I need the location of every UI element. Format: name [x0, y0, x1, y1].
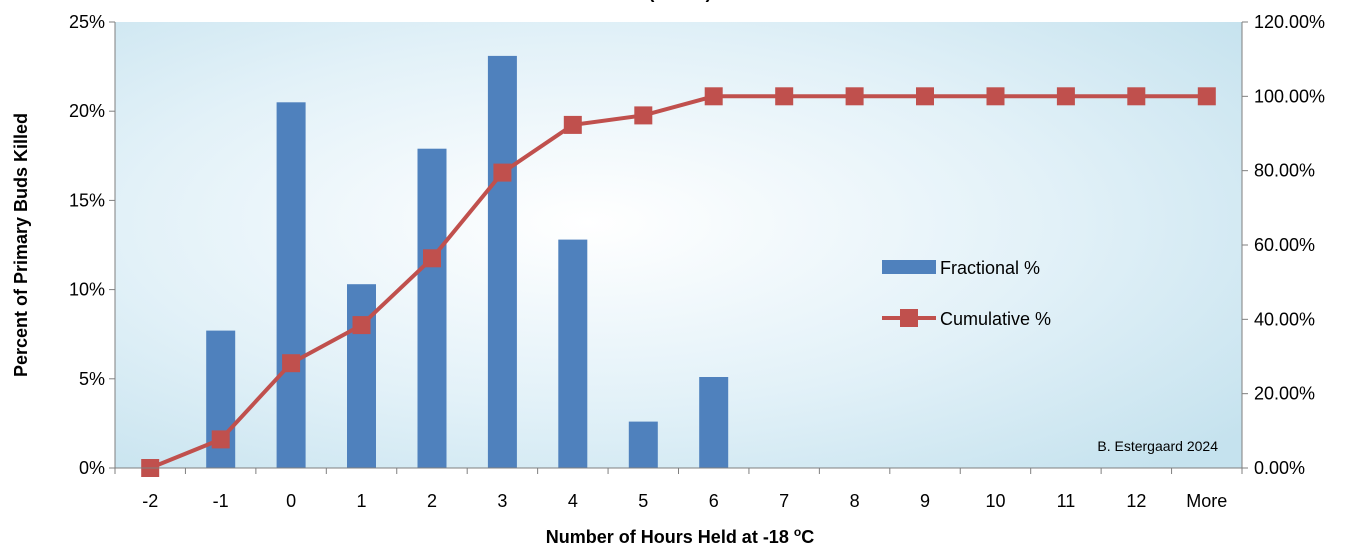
- x-tick-label: 11: [1057, 491, 1076, 511]
- right-tick-label: 120.00%: [1254, 12, 1325, 32]
- right-tick-label: 20.00%: [1254, 384, 1315, 404]
- cumulative-point-3: [493, 163, 512, 182]
- cumulative-line: [149, 94, 1207, 470]
- bar-1: [347, 284, 376, 468]
- bar-0: [276, 102, 306, 469]
- cumulative-point-11: [1056, 87, 1075, 106]
- right-tick-label: 100.00%: [1254, 86, 1325, 106]
- cumulative-point--1: [211, 430, 230, 449]
- bar-5: [628, 421, 658, 468]
- left-tick-label: 20%: [69, 101, 105, 121]
- x-tick-label: More: [1186, 491, 1227, 511]
- left-tick-label: 10%: [69, 280, 105, 300]
- x-tick-label: 7: [779, 491, 789, 511]
- legend: Fractional % Cumulative %: [882, 258, 1051, 329]
- bar-6: [699, 377, 729, 468]
- x-tick-label: 8: [850, 491, 860, 511]
- x-tick-label: 0: [286, 491, 296, 511]
- x-tick-label: 12: [1126, 491, 1146, 511]
- x-tick-label: 2: [427, 491, 437, 511]
- x-axis-ticks: -2 -1 0 1 2 3 4 5 6 7 8 9 10 11 12 More: [114, 468, 1243, 511]
- left-tick-label: 0%: [79, 458, 105, 478]
- cumulative-point-7: [775, 87, 794, 106]
- right-tick-label: 40.00%: [1254, 309, 1315, 329]
- cumulative-point-12: [1127, 87, 1146, 106]
- cumulative-point-4: [563, 115, 582, 134]
- legend-label-fractional: Fractional %: [940, 258, 1040, 278]
- x-tick-label: 6: [709, 491, 719, 511]
- right-tick-label: 80.00%: [1254, 161, 1315, 181]
- x-tick-label: 3: [497, 491, 507, 511]
- credit-annotation: B. Estergaard 2024: [1097, 438, 1218, 454]
- x-tick-label: -2: [142, 491, 158, 511]
- cumulative-point-0: [282, 354, 301, 373]
- legend-bar-swatch: [882, 260, 936, 274]
- x-tick-label: 1: [357, 491, 367, 511]
- bar-3: [487, 55, 517, 469]
- cumulative-point-5: [634, 106, 653, 125]
- bar-4: [558, 239, 588, 468]
- cumulative-point-6: [704, 87, 723, 106]
- cumulative-line-layer: [141, 87, 1216, 477]
- left-tick-label: 15%: [69, 190, 105, 210]
- cumulative-point-8: [845, 87, 864, 106]
- cumulative-point-1: [352, 316, 371, 335]
- x-tick-label: 9: [920, 491, 930, 511]
- bar-2: [417, 148, 447, 468]
- right-tick-label: 0.00%: [1254, 458, 1305, 478]
- x-axis-title: Number of Hours Held at -18 oC: [546, 525, 814, 547]
- chart-title: (-18 oC): [648, 0, 711, 2]
- right-tick-label: 60.00%: [1254, 235, 1315, 255]
- left-tick-label: 5%: [79, 369, 105, 389]
- x-tick-label: -1: [213, 491, 229, 511]
- legend-marker-swatch: [900, 309, 918, 327]
- cumulative-point-9: [916, 87, 934, 106]
- x-tick-label: 10: [985, 491, 1005, 511]
- legend-label-cumulative: Cumulative %: [940, 309, 1051, 329]
- y-axis-title: Percent of Primary Buds Killed: [11, 113, 31, 377]
- x-tick-label: 5: [638, 491, 648, 511]
- cumulative-point-10: [986, 87, 1005, 106]
- x-tick-label: 4: [568, 491, 578, 511]
- left-tick-label: 25%: [69, 12, 105, 32]
- right-axis-ticks: 0.00% 20.00% 40.00% 60.00% 80.00% 100.00% 120.…: [1242, 12, 1325, 478]
- left-axis-ticks: 0% 5% 10% 15% 20% 25%: [69, 12, 115, 478]
- cumulative-point-More: [1197, 87, 1216, 106]
- cumulative-point-2: [423, 249, 441, 268]
